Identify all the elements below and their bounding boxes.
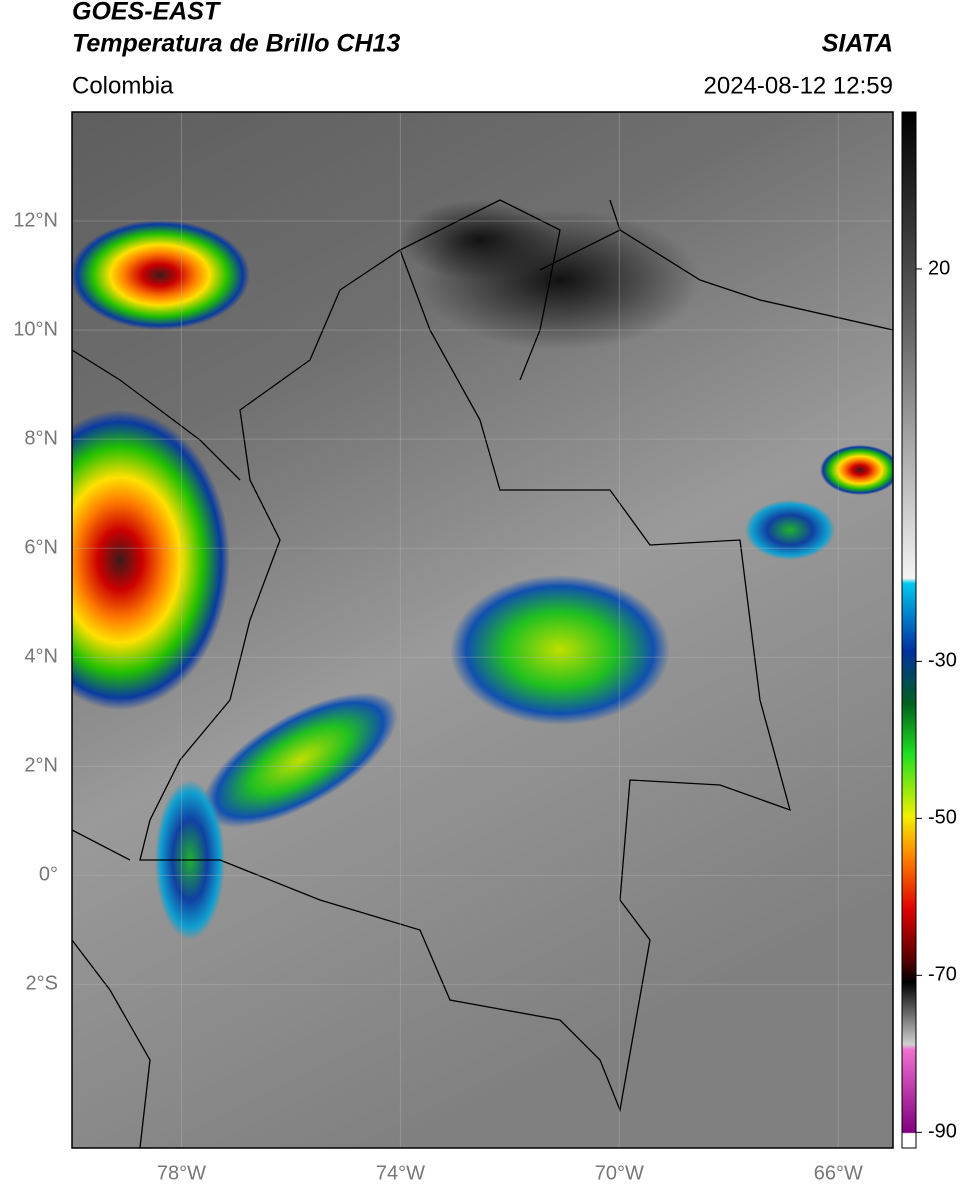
storm (72, 410, 230, 710)
storm (72, 220, 250, 330)
cold-surface (400, 200, 560, 280)
colorbar-tick-label: -50 (928, 807, 957, 829)
lon-tick-label: 78°W (157, 1162, 206, 1184)
storm (202, 692, 398, 828)
grid (72, 112, 893, 1148)
lat-tick-label: 2°N (24, 755, 58, 777)
colorbar-tick-label: -30 (928, 650, 957, 672)
subtitle: Temperatura de Brillo CH13 (72, 30, 400, 58)
title: GOES-EAST (72, 0, 222, 26)
storm (745, 500, 835, 560)
satellite-image (72, 112, 893, 1148)
lat-tick-label: 8°N (24, 427, 58, 449)
storm (820, 445, 893, 495)
storm (450, 575, 670, 725)
borders (72, 199, 893, 1148)
lon-tick-label: 66°W (814, 1162, 863, 1184)
colorbar (901, 111, 917, 1149)
lat-tick-label: 12°N (13, 209, 58, 231)
lat-tick-label: 6°N (24, 536, 58, 558)
lat-tick-label: 4°N (24, 646, 58, 668)
lat-tick-label: 2°S (26, 973, 58, 995)
lon-tick-label: 74°W (376, 1162, 425, 1184)
map-frame (71, 111, 894, 1149)
source: SIATA (822, 30, 893, 58)
lat-tick-label: 10°N (13, 318, 58, 340)
colorbar-tick-label: -90 (928, 1121, 957, 1143)
lat-tick-label: 0° (39, 864, 58, 886)
colorbar-tick-label: -70 (928, 964, 957, 986)
lon-tick-label: 70°W (595, 1162, 644, 1184)
region: Colombia (72, 72, 174, 99)
colorbar-tick-label: 20 (928, 257, 950, 279)
datetime: 2024-08-12 12:59 (704, 72, 894, 99)
